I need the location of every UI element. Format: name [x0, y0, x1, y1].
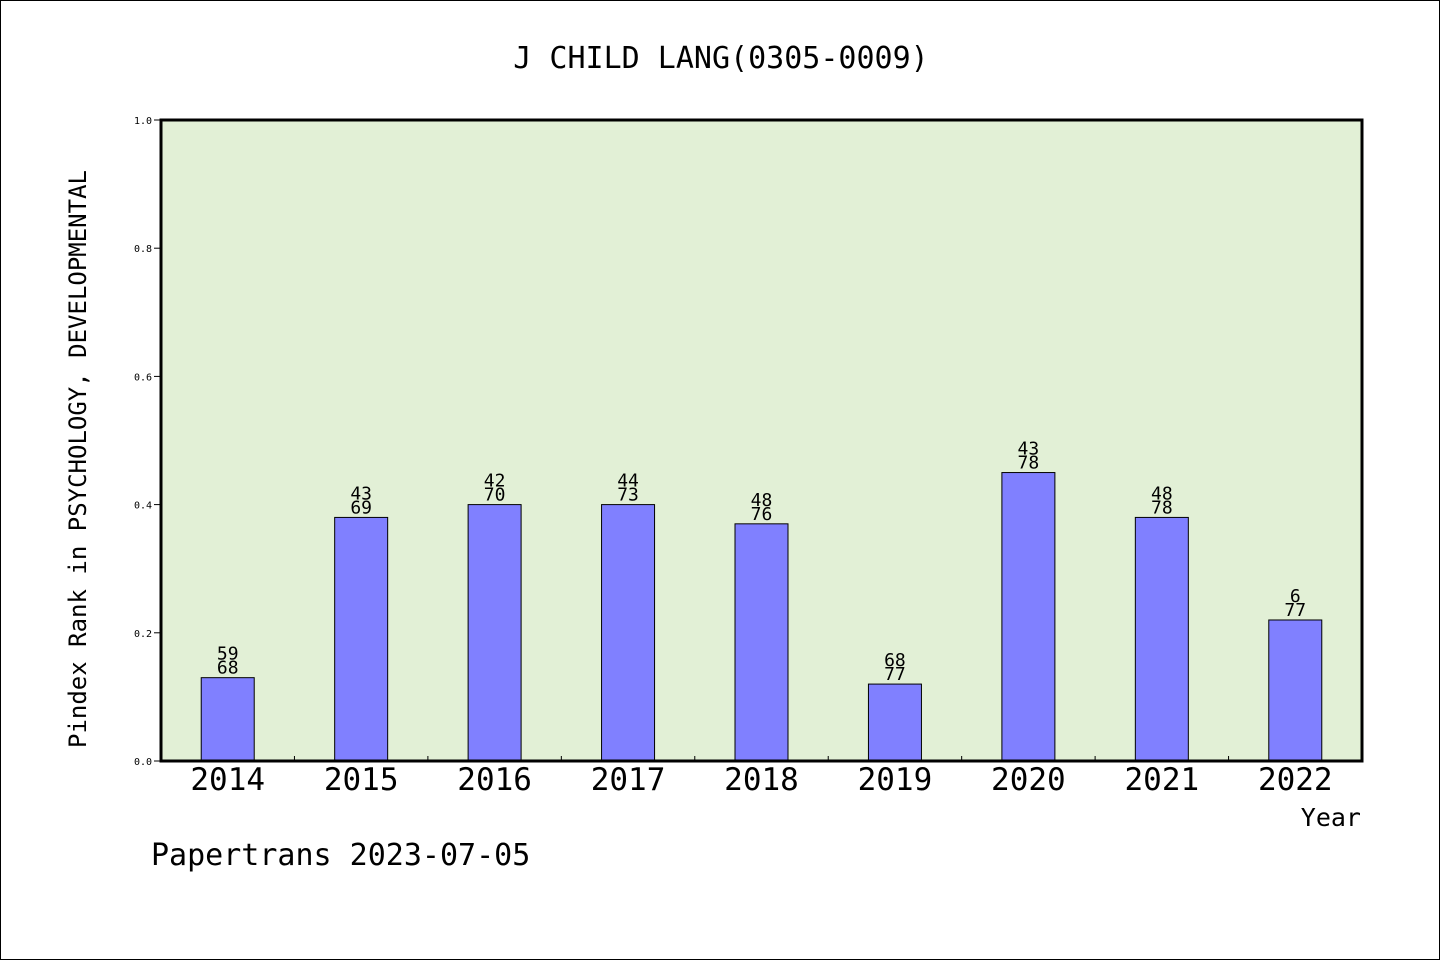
bar-label-top: 43: [350, 483, 372, 504]
x-tick-label: 2020: [991, 762, 1066, 798]
bar-2017: [601, 504, 656, 762]
bar-label-top: 43: [1018, 439, 1040, 460]
bar-label-top: 48: [1151, 483, 1173, 504]
bar-label-bottom: 68: [217, 658, 239, 679]
x-axis-label: Year: [1301, 803, 1361, 832]
bar-2020: [1001, 472, 1056, 762]
bar-label-top: 42: [484, 471, 506, 492]
bar-label-bottom: 77: [884, 664, 906, 685]
y-tick-label: 0.6: [134, 372, 152, 383]
y-tick-label: 0.0: [134, 757, 152, 768]
bar-2019: [867, 683, 922, 762]
y-tick-label: 0.4: [134, 501, 152, 512]
x-tick-label: 2017: [591, 762, 666, 798]
chart-title: J CHILD LANG(0305-0009): [513, 41, 928, 76]
bar-label-bottom: 76: [751, 504, 773, 525]
footer-credit: Papertrans 2023-07-05: [151, 838, 530, 873]
bar-2015: [334, 516, 389, 762]
bar-label-bottom: 77: [1284, 600, 1306, 621]
bar-2021: [1134, 516, 1189, 762]
y-axis-label: Pindex Rank in PSYCHOLOGY, DEVELOPMENTAL: [64, 170, 92, 748]
bar-label-bottom: 73: [617, 485, 639, 506]
x-tick-label: 2021: [1125, 762, 1200, 798]
bar-label-top: 44: [617, 471, 639, 492]
bar-label-top: 48: [751, 490, 773, 511]
y-axis: 0.0 0.2 0.4 0.6 0.8 1.0: [134, 116, 161, 768]
bar-2018: [734, 523, 789, 762]
bar-label-top: 6: [1290, 586, 1301, 607]
x-tick-label: 2015: [324, 762, 399, 798]
x-tick-label: 2019: [858, 762, 933, 798]
bar-2014: [200, 677, 255, 762]
bar-2016: [467, 504, 522, 762]
x-axis: 2014 2015 2016 2017 2018 2019 2020 2021 2022: [190, 756, 1333, 798]
bar-label-top: 68: [884, 650, 906, 671]
x-tick-label: 2018: [724, 762, 799, 798]
bar-label-bottom: 69: [350, 497, 372, 518]
x-tick-label: 2016: [457, 762, 532, 798]
x-tick-label: 2022: [1258, 762, 1333, 798]
y-tick-label: 0.8: [134, 244, 152, 255]
bar-label-top: 59: [217, 644, 239, 665]
bar-2022: [1268, 619, 1323, 762]
bar-label-bottom: 78: [1151, 497, 1173, 518]
bar-label-bottom: 70: [484, 485, 506, 506]
bar-label-bottom: 78: [1018, 453, 1040, 474]
x-tick-label: 2014: [190, 762, 265, 798]
y-tick-label: 1.0: [134, 116, 152, 127]
plot-frame: [159, 118, 1364, 763]
y-tick-label: 0.2: [134, 629, 152, 640]
